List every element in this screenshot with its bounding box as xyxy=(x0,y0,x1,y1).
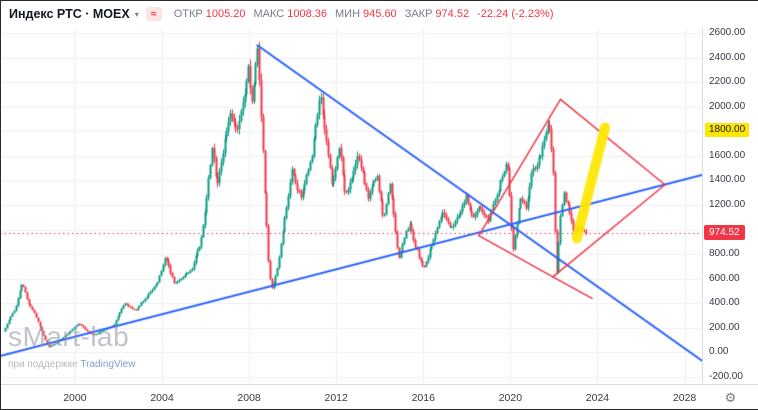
price-tick: -200.00 xyxy=(709,371,743,382)
price-tick: 400.00 xyxy=(709,297,740,309)
market-status-icon[interactable]: ≈ xyxy=(145,7,162,21)
price-tick: 600.00 xyxy=(709,272,740,284)
time-tick: 2000 xyxy=(63,392,87,404)
price-tick: 2200.00 xyxy=(709,76,746,88)
chart-plot-area: sMart-lab при поддержке TradingView xyxy=(0,28,703,384)
time-tick: 2024 xyxy=(585,392,610,404)
open-value: 1005.20 xyxy=(205,8,246,20)
time-tick: 2016 xyxy=(411,392,435,404)
ohlc-high: МАКС 1008.36 xyxy=(254,8,328,20)
symbol-title[interactable]: Индекс РТС · MOEX xyxy=(9,7,130,21)
price-tick: 1600.00 xyxy=(709,149,746,161)
price-tick: 800.00 xyxy=(709,248,740,260)
time-tick: 2028 xyxy=(672,392,697,404)
ohlc-close: ЗАКР 974.52 xyxy=(405,8,469,20)
chart-toolbar: Индекс РТС · MOEX ▾ ≈ ОТКР 1005.20 МАКС … xyxy=(0,0,758,28)
ohlc-open: ОТКР 1005.20 xyxy=(174,8,246,20)
close-label: ЗАКР xyxy=(404,8,433,20)
time-tick: 2012 xyxy=(324,392,348,404)
high-value: 1008.36 xyxy=(287,8,328,20)
close-value: 974.52 xyxy=(435,8,470,20)
price-tick: 2400.00 xyxy=(709,51,746,63)
settings-gear-icon[interactable]: ⚙ xyxy=(724,390,737,405)
change-value: -22.24 (-2.23%) xyxy=(477,8,554,20)
price-tick-highlighted: 1800.00 xyxy=(705,123,750,138)
price-tick: 200.00 xyxy=(709,321,740,333)
open-label: ОТКР xyxy=(173,8,203,20)
price-axis[interactable]: 2600.00 2400.00 2200.00 2000.00 1800.00 1600.… xyxy=(703,27,758,384)
time-tick: 2008 xyxy=(237,392,261,404)
price-chart-canvas[interactable] xyxy=(0,28,702,384)
low-value: 945.60 xyxy=(363,8,397,20)
low-label: МИН xyxy=(335,8,361,20)
price-tick: 2600.00 xyxy=(709,27,746,38)
time-tick: 2020 xyxy=(498,392,523,404)
price-tick: 2000.00 xyxy=(709,100,746,112)
price-tick: 1200.00 xyxy=(709,199,746,210)
ohlc-low: МИН 945.60 xyxy=(335,8,397,20)
price-tick: 1400.00 xyxy=(709,174,746,186)
high-label: МАКС xyxy=(253,8,285,20)
time-tick: 2004 xyxy=(150,392,174,404)
last-price-label: 974.52 xyxy=(704,224,745,240)
chevron-down-icon[interactable]: ▾ xyxy=(134,10,139,19)
axis-corner: ⚙ xyxy=(703,384,758,410)
price-tick: 0.00 xyxy=(709,346,729,358)
time-axis[interactable]: 2000 2004 2008 2012 2016 2020 2024 2028 xyxy=(0,384,758,410)
